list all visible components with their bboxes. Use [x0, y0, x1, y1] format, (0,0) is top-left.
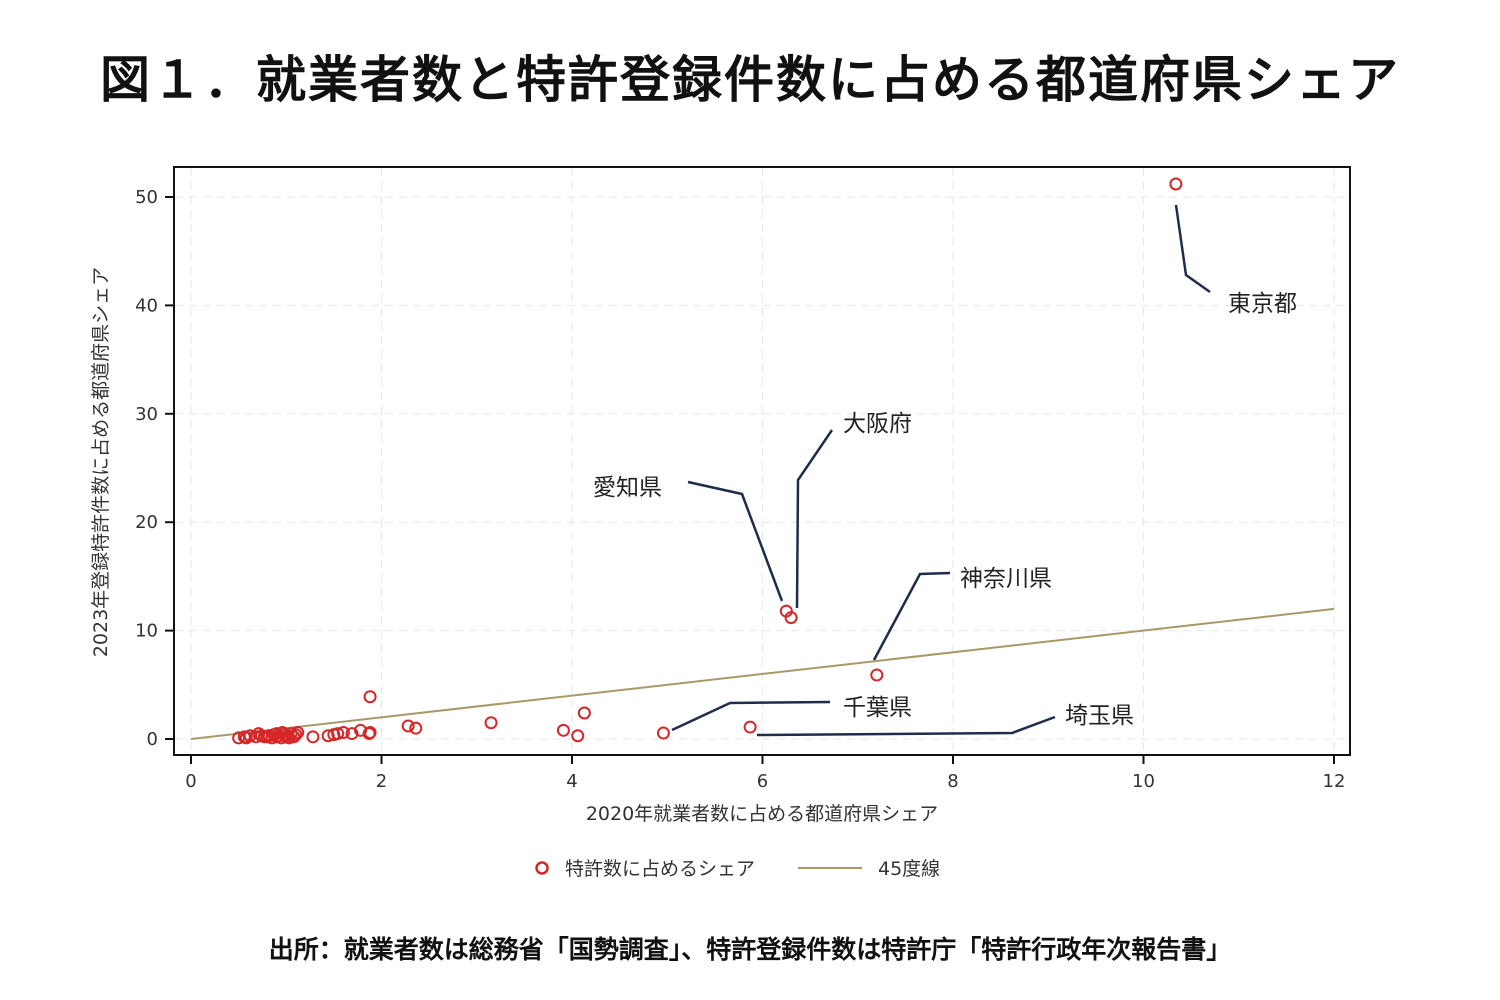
data-point — [282, 731, 296, 745]
data-point — [401, 719, 415, 733]
data-point — [571, 729, 585, 743]
x-tick-label: 12 — [1323, 771, 1346, 792]
y-tick-label: 20 — [135, 512, 158, 533]
data-point — [331, 727, 345, 741]
plot-frame — [173, 166, 1351, 756]
label-chiba: 千葉県 — [843, 695, 912, 721]
legend-label-points: 特許数に占めるシェア — [565, 858, 755, 880]
data-points — [232, 177, 1183, 745]
x-tick-label: 8 — [947, 771, 958, 792]
data-point — [870, 668, 884, 682]
data-point — [779, 604, 793, 618]
x-tick-label: 0 — [185, 771, 196, 792]
leader-chiba — [671, 700, 831, 732]
y-tick-label: 50 — [135, 187, 158, 208]
data-point — [409, 721, 423, 735]
data-point — [556, 723, 570, 737]
leader-kanagawa — [872, 571, 951, 661]
data-point — [484, 716, 498, 730]
y-tick-label: 0 — [147, 729, 158, 750]
label-saitama: 埼玉県 — [1065, 703, 1134, 729]
data-point — [656, 726, 670, 740]
x-tick-label: 2 — [376, 771, 387, 792]
axis-ticks: 0 2 4 6 8 10 12 0 10 20 30 40 50 — [135, 187, 1345, 792]
x-tick-label: 4 — [566, 771, 577, 792]
label-kanagawa: 神奈川県 — [960, 566, 1052, 592]
data-point — [306, 730, 320, 744]
data-point — [252, 727, 266, 741]
leader-tokyo — [1174, 204, 1211, 294]
data-point — [345, 727, 359, 741]
label-aichi: 愛知県 — [593, 475, 662, 501]
data-point — [237, 730, 251, 744]
legend: 特許数に占めるシェア 45度線 — [535, 858, 940, 880]
leader-saitama — [756, 715, 1056, 737]
label-osaka: 大阪府 — [843, 411, 912, 437]
legend-marker-points — [535, 861, 549, 875]
y-axis-label: 2023年登録特許件数に占める都道府県シェア — [90, 267, 112, 657]
x-tick-label: 6 — [757, 771, 768, 792]
x-axis-label: 2020年就業者数に占める都道府県シェア — [586, 803, 938, 825]
data-point — [354, 723, 368, 737]
data-point — [577, 706, 591, 720]
source-note: 出所：就業者数は総務省「国勢調査」、特許登録件数は特許庁「特許行政年次報告書」 — [268, 935, 1232, 964]
data-point — [232, 731, 246, 745]
data-point — [743, 720, 757, 734]
leader-aichi — [687, 480, 784, 602]
leader-osaka — [795, 429, 834, 609]
y-tick-label: 30 — [135, 404, 158, 425]
data-point — [289, 728, 303, 742]
45-degree-line — [190, 607, 1335, 740]
data-point — [363, 690, 377, 704]
y-tick-label: 40 — [135, 295, 158, 316]
data-point — [1169, 177, 1183, 191]
label-leaders — [671, 204, 1211, 737]
page-title: 図１．就業者数と特許登録件数に占める都道府県シェア — [100, 51, 1400, 109]
x-tick-label: 10 — [1132, 771, 1155, 792]
data-point — [270, 727, 284, 741]
label-tokyo: 東京都 — [1228, 291, 1297, 317]
y-tick-label: 10 — [135, 621, 158, 642]
legend-label-line: 45度線 — [878, 858, 940, 880]
